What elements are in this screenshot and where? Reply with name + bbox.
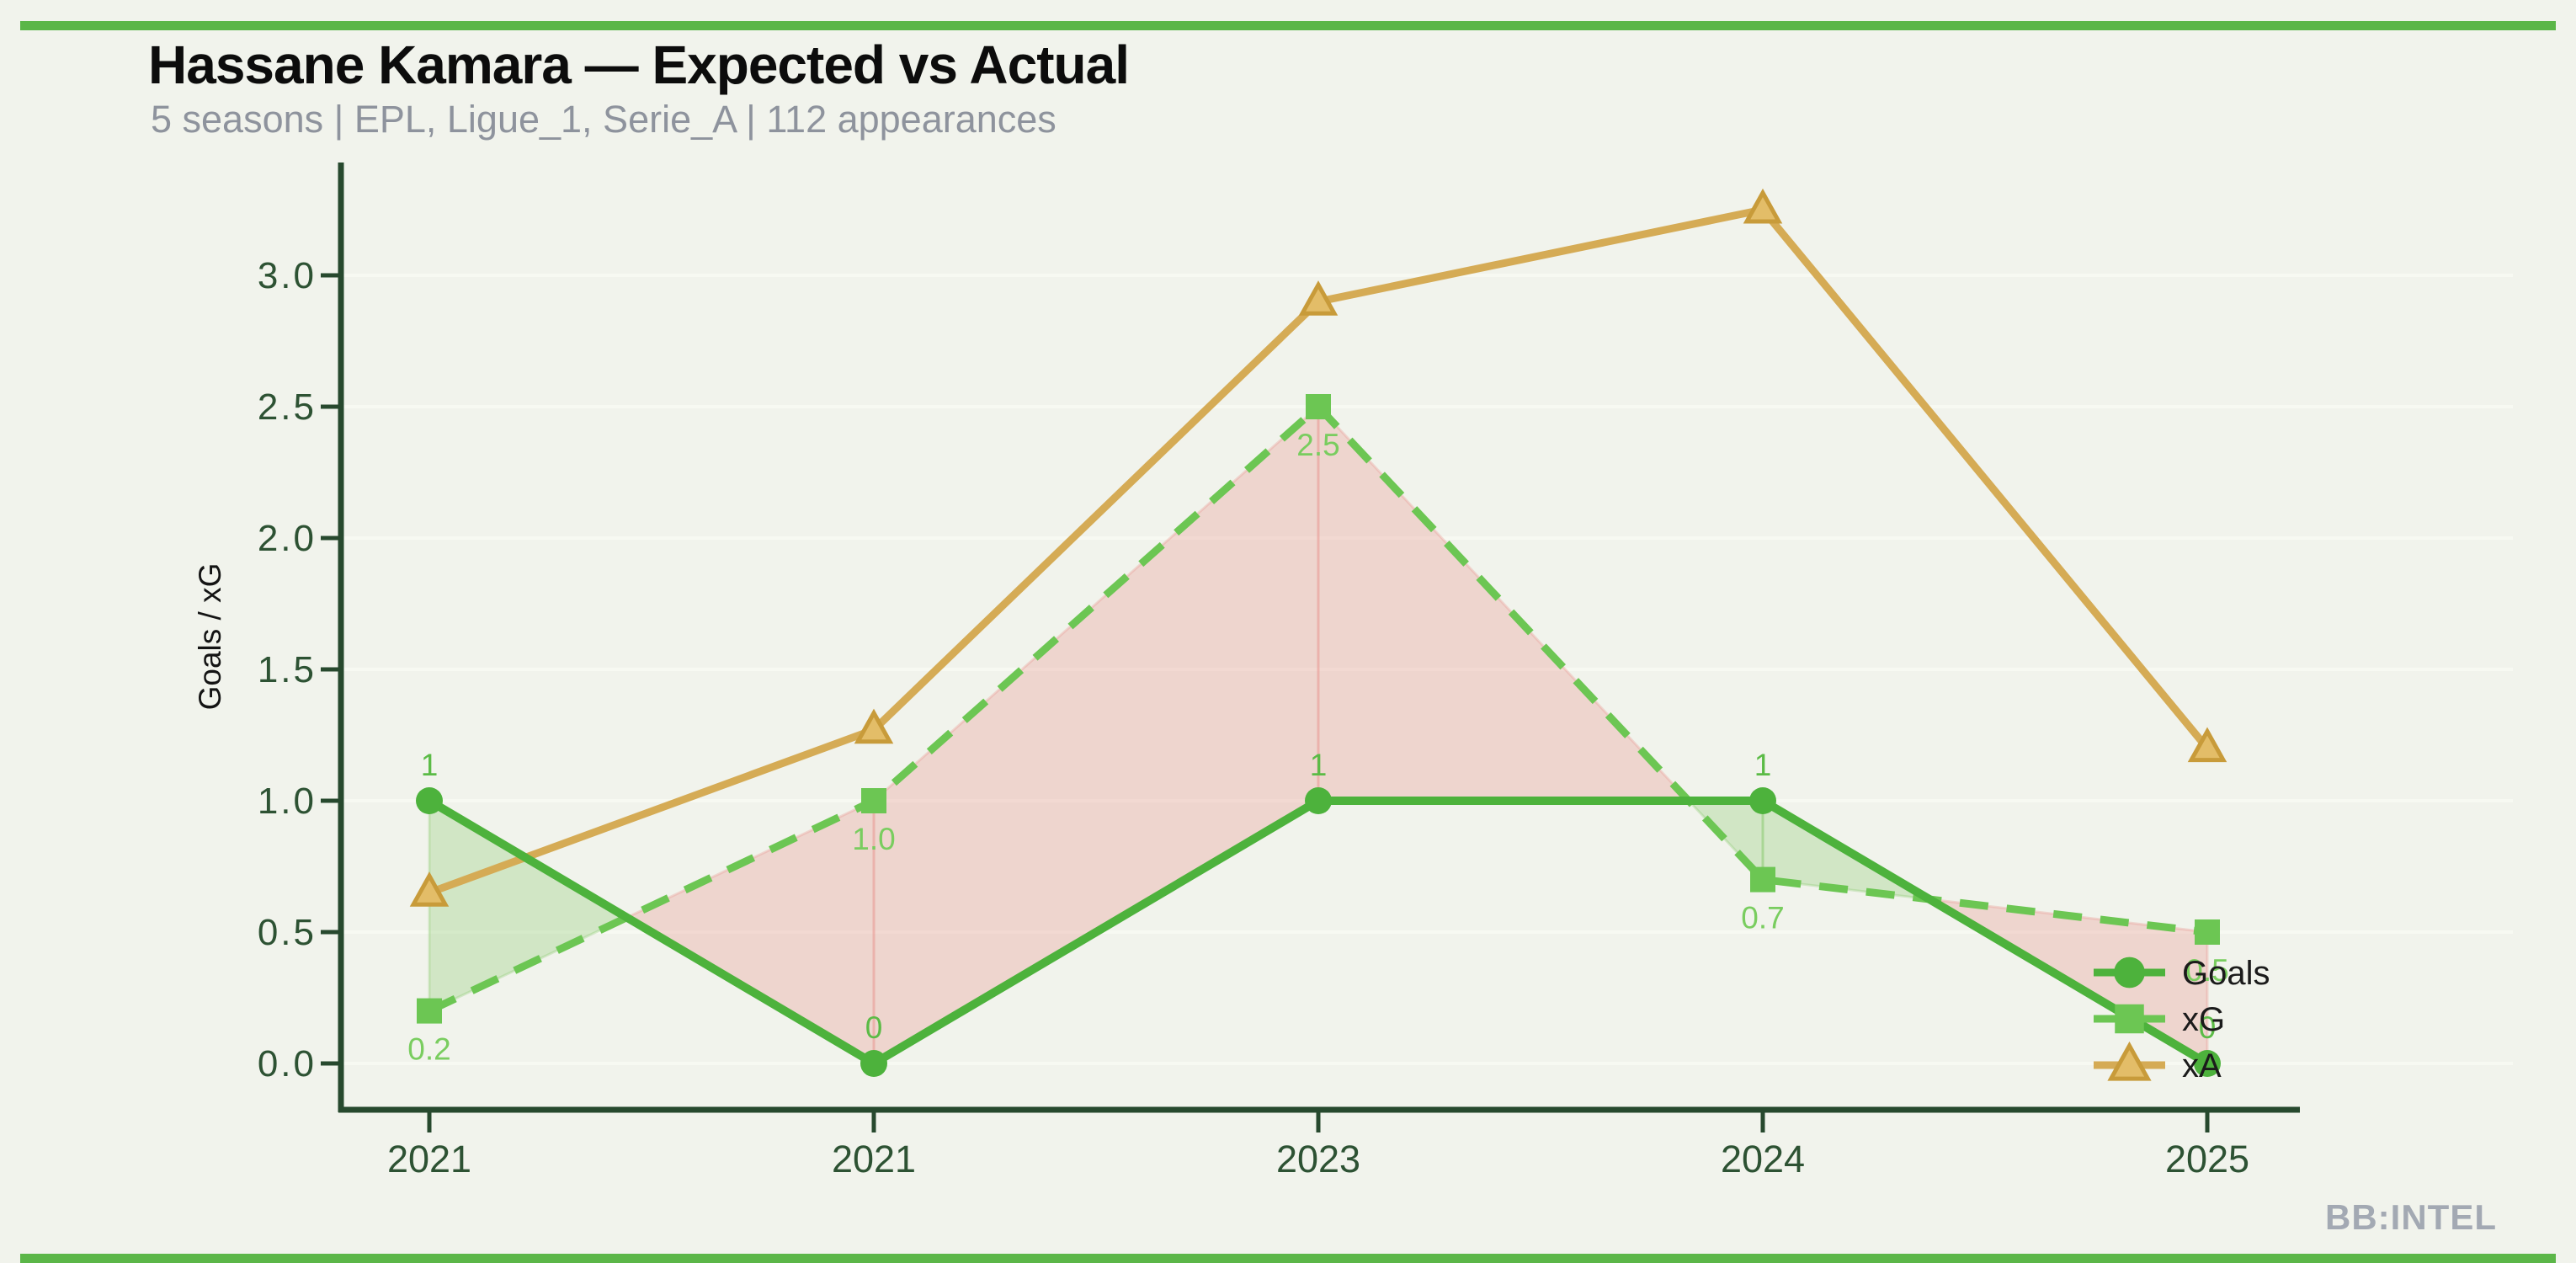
xG-point-label: 2.5: [1296, 428, 1339, 462]
fill-xg-above-goals: [872, 403, 1320, 1066]
xG-point-label: 0.5: [2185, 953, 2228, 988]
xG-marker: [2115, 1004, 2144, 1034]
bottom-accent-bar: [20, 1254, 2556, 1263]
Goals-point-label: 0: [2199, 1010, 2217, 1045]
xG-marker: [861, 788, 886, 813]
xA-marker: [2187, 727, 2227, 763]
legend-label-xA: xA: [2182, 1047, 2222, 1084]
Goals-point-label: 1: [421, 748, 439, 782]
fill-xg-above-goals: [1317, 403, 1692, 802]
xG-point-label: 0.7: [1741, 901, 1784, 935]
fill-xg-above-goals: [624, 798, 876, 1066]
y-tick-label: 0.5: [258, 912, 317, 953]
chart-title: Hassane Kamara — Expected vs Actual: [148, 35, 1130, 95]
y-tick-label: 1.0: [258, 781, 317, 822]
xG-point-label: 0.2: [407, 1032, 450, 1067]
axes: [321, 163, 2300, 1132]
x-tick-label: 2024: [1721, 1138, 1805, 1180]
legend: Goals xG xA: [2094, 955, 2270, 1084]
xA-marker: [2107, 1041, 2152, 1081]
y-tick-label: 3.0: [258, 255, 317, 296]
xG-marker: [1750, 866, 1775, 893]
y-axis-label: Goals / xG: [193, 563, 227, 711]
expected-vs-actual-diff-fills: [428, 403, 2209, 1066]
Goals-marker: [1749, 787, 1776, 814]
Goals-marker: [1305, 787, 1332, 814]
y-tick-label: 0.0: [258, 1043, 317, 1084]
legend-label-Goals: Goals: [2182, 955, 2270, 992]
chart-subtitle: 5 seasons | EPL, Ligue_1, Serie_A | 112 …: [151, 98, 1056, 141]
Goals-marker: [860, 1050, 887, 1077]
x-tick-label: 2023: [1276, 1138, 1360, 1180]
Goals-point-label: 1: [1754, 748, 1772, 782]
x-tick-label: 2025: [2165, 1138, 2249, 1180]
xA-marker: [1298, 280, 1339, 316]
x-tick-label: 2021: [832, 1138, 916, 1180]
xG-point-label: 1.0: [852, 822, 895, 856]
y-tick-label: 2.0: [258, 518, 317, 559]
watermark-logo: BB:INTEL: [2325, 1197, 2497, 1237]
x-tick-label: 2021: [387, 1138, 471, 1180]
xG-marker: [417, 998, 442, 1024]
series-lines: [409, 188, 2227, 1077]
tick-and-point-labels: 0.0 0.5 1.0 1.5 2.0 2.5 3.0 2021 2021 2023 2024 202…: [258, 255, 2249, 1180]
Goals-marker: [2194, 1050, 2221, 1077]
top-accent-bar: [20, 21, 2556, 30]
xG-marker: [1306, 394, 1331, 419]
xA-marker: [854, 708, 894, 744]
xA-marker: [409, 871, 450, 907]
y-tick-label: 2.5: [258, 386, 317, 428]
Goals-point-label: 1: [1310, 748, 1328, 782]
Goals-point-label: 0: [865, 1010, 883, 1045]
Goals-marker: [416, 787, 443, 814]
xA-marker: [1743, 188, 1783, 224]
legend-label-xG: xG: [2182, 1001, 2225, 1038]
y-tick-label: 1.5: [258, 649, 317, 690]
xG-marker: [2195, 919, 2220, 945]
Goals-marker: [2114, 957, 2145, 989]
